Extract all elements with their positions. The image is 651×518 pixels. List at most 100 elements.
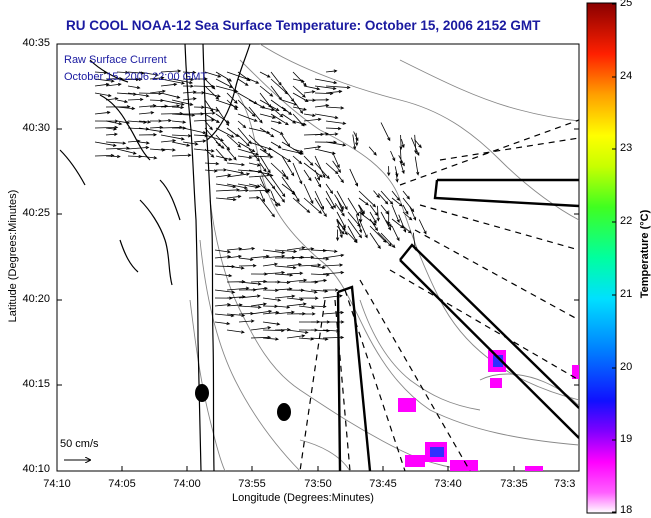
current-vector <box>409 205 417 221</box>
current-vector <box>204 120 213 131</box>
current-vector <box>353 131 359 142</box>
current-vector <box>325 132 339 136</box>
current-vector <box>270 120 282 125</box>
current-vector <box>292 120 307 126</box>
current-vector <box>270 148 292 163</box>
current-vector <box>127 77 143 81</box>
current-vector <box>193 105 205 109</box>
current-vector <box>402 211 413 221</box>
current-vector <box>259 106 275 112</box>
current-vector <box>332 160 342 173</box>
current-vector <box>149 89 166 94</box>
current-vector <box>226 286 250 291</box>
current-vector <box>238 247 256 251</box>
current-vector <box>259 127 275 138</box>
current-vector <box>298 289 318 294</box>
current-vector <box>336 190 348 211</box>
current-vector <box>138 120 152 124</box>
current-vector <box>286 278 308 283</box>
current-vector <box>314 98 330 102</box>
current-vector <box>215 71 232 82</box>
current-vector <box>182 84 195 88</box>
current-vector <box>160 82 178 87</box>
current-vector <box>250 254 270 259</box>
current-vector <box>215 134 231 151</box>
current-vector <box>286 246 306 251</box>
y-tick-label: 40:35 <box>22 37 50 49</box>
current-vector <box>303 169 312 182</box>
current-vector <box>292 197 311 214</box>
current-vector <box>303 183 314 205</box>
current-vector <box>325 190 336 209</box>
current-vector <box>303 85 321 91</box>
radar-spokes <box>299 119 579 471</box>
current-vector <box>116 106 136 111</box>
current-vector <box>274 305 291 309</box>
current-vector <box>303 145 322 150</box>
current-vector <box>270 190 278 208</box>
current-vector <box>347 218 363 239</box>
y-tick-label: 40:10 <box>22 463 50 475</box>
current-vector <box>262 249 286 255</box>
current-vector <box>226 162 246 167</box>
current-vector <box>193 148 215 153</box>
current-vector <box>270 71 282 86</box>
current-vector <box>138 71 159 77</box>
current-vector <box>226 148 237 161</box>
current-vector <box>292 71 307 87</box>
current-vector <box>270 85 283 101</box>
current-vector <box>171 99 194 106</box>
current-vector <box>160 104 181 108</box>
current-vector <box>226 194 242 199</box>
current-vector <box>303 162 323 178</box>
x-tick-label: 73:3 <box>554 478 576 490</box>
current-vector <box>402 225 412 234</box>
current-vector <box>193 111 216 115</box>
current-vector <box>237 99 256 117</box>
current-vector <box>226 172 251 178</box>
current-vector <box>149 76 165 80</box>
current-vector <box>270 183 285 203</box>
current-vector <box>314 176 322 188</box>
current-vector <box>248 106 263 124</box>
current-vector <box>337 174 344 184</box>
current-vector <box>214 313 235 318</box>
colorbar-tick-label: 22 <box>620 215 633 227</box>
current-vector <box>385 220 393 228</box>
current-vector <box>105 154 121 159</box>
current-vector <box>138 155 158 160</box>
radar-site-marker <box>277 403 291 421</box>
current-vector <box>214 321 231 326</box>
current-vector <box>377 232 392 247</box>
current-vector <box>310 265 326 270</box>
sst-patches <box>398 350 579 471</box>
current-vector <box>322 335 345 340</box>
current-vector <box>380 232 396 249</box>
current-vector <box>274 310 295 315</box>
current-vector <box>105 120 123 126</box>
current-vector <box>248 183 261 188</box>
current-vector <box>94 110 111 115</box>
current-vector <box>94 82 110 87</box>
current-vector <box>281 155 295 177</box>
current-vector <box>286 334 306 339</box>
current-vector <box>138 111 155 115</box>
current-vector <box>171 78 193 85</box>
colorbar-tick-label: 18 <box>620 504 633 516</box>
current-vector <box>226 92 238 104</box>
current-vector <box>182 97 197 101</box>
current-vector <box>314 162 330 180</box>
current-vector <box>237 134 250 147</box>
current-vector <box>259 162 267 173</box>
current-vector <box>325 141 347 147</box>
current-vector <box>334 194 344 210</box>
current-vector <box>182 77 195 82</box>
plot-frame <box>56 43 580 472</box>
current-vector <box>226 134 242 148</box>
current-vector <box>292 190 300 203</box>
current-vector <box>215 141 225 149</box>
colorbar-tick-label: 20 <box>620 361 633 373</box>
current-vector <box>322 310 345 315</box>
radar-site-marker <box>195 384 209 402</box>
current-vector <box>270 127 284 135</box>
